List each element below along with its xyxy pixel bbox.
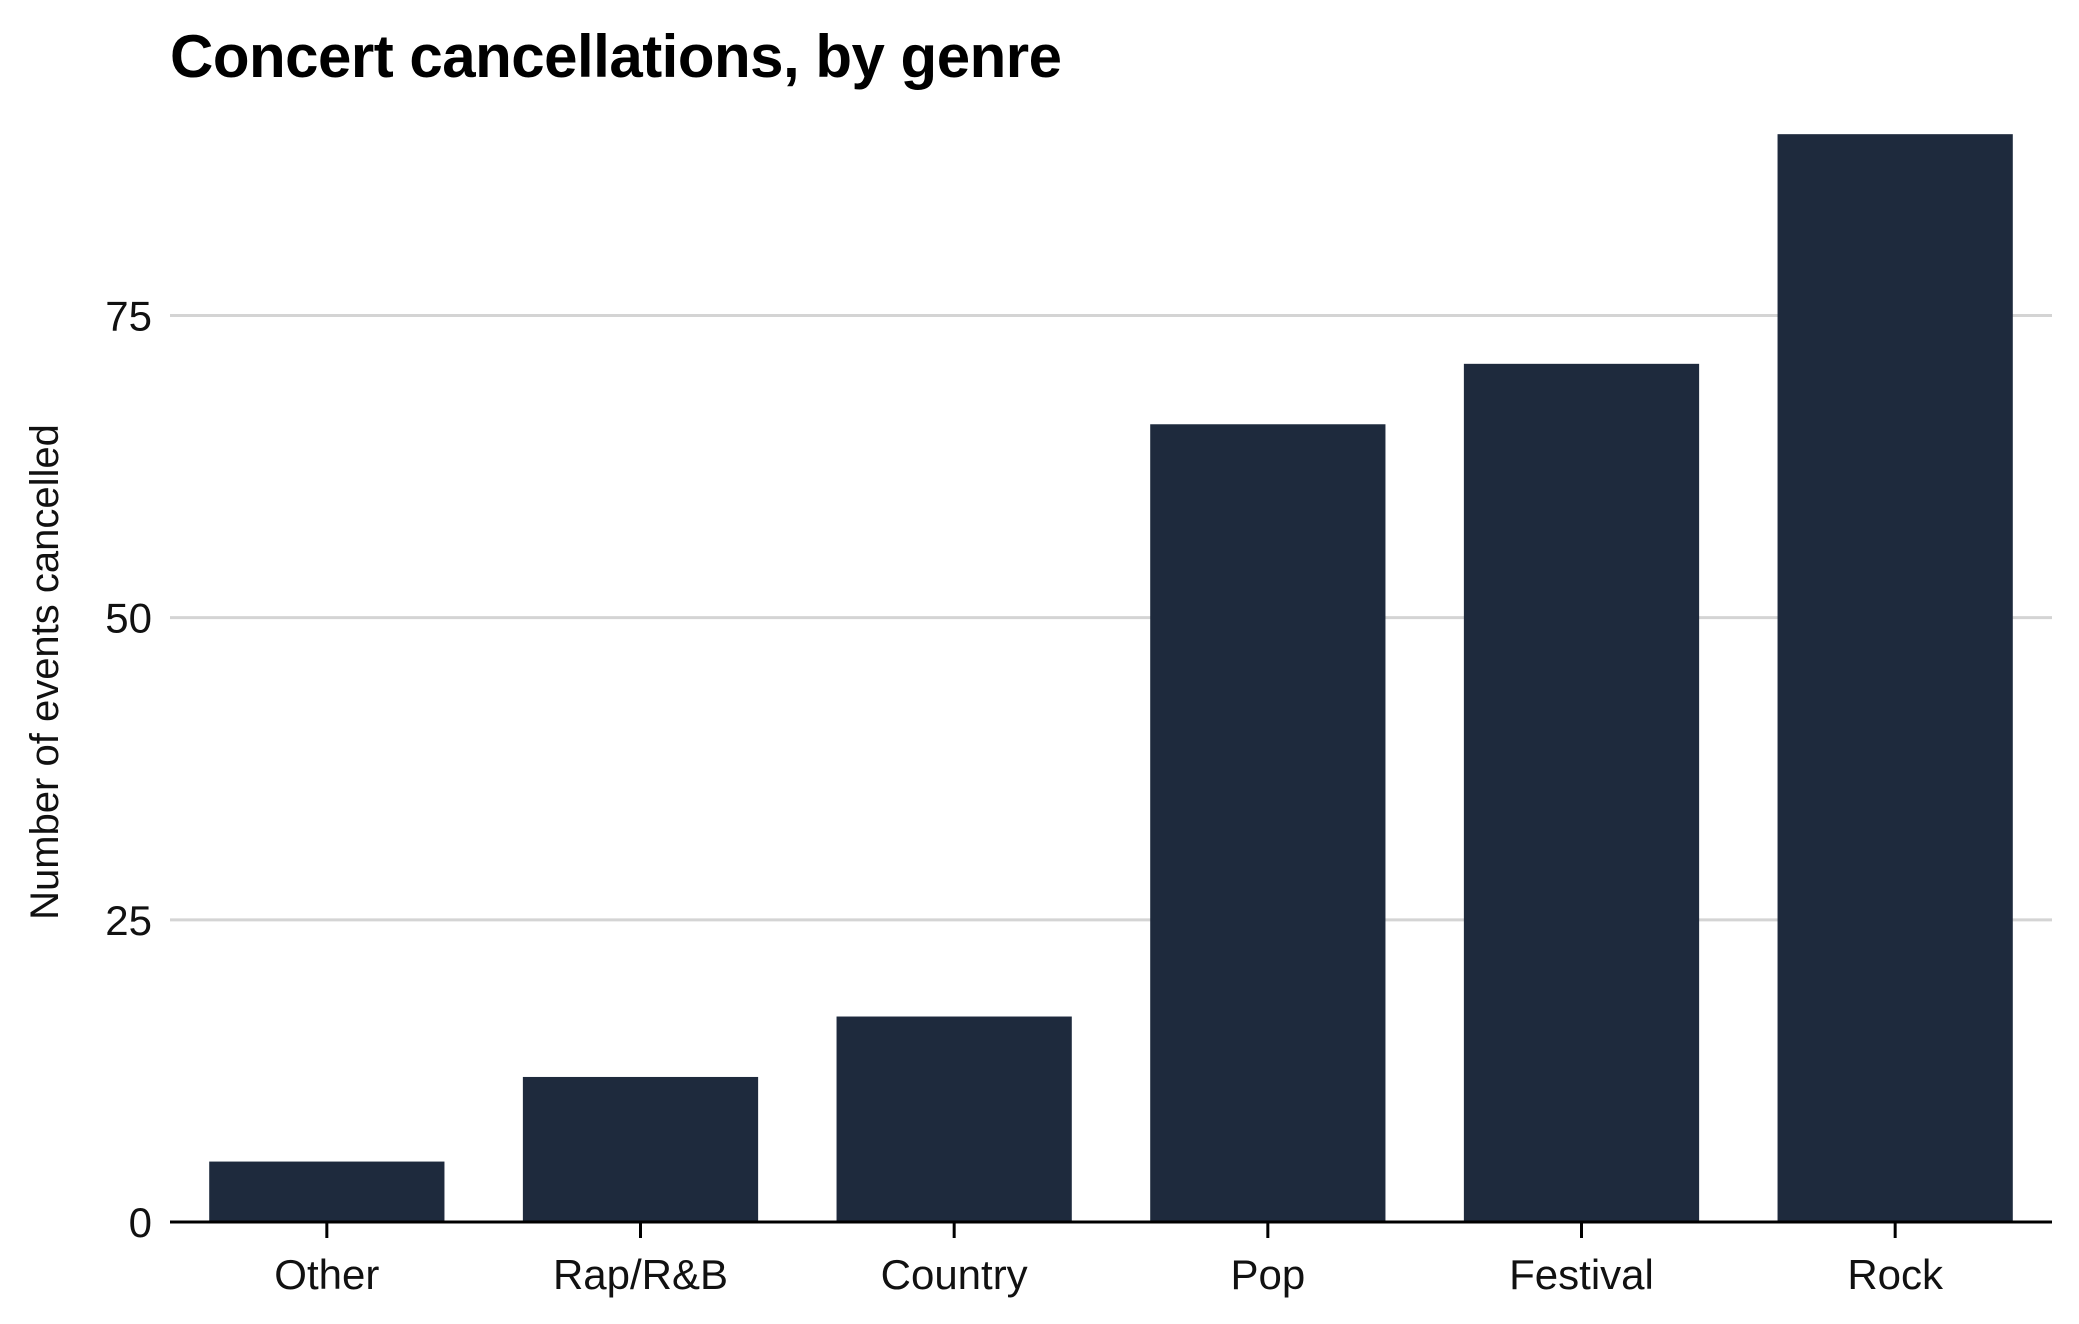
y-tick-label-25: 25 xyxy=(105,897,152,944)
y-axis-title: Number of events cancelled xyxy=(23,424,67,920)
x-tick-label-country: Country xyxy=(881,1251,1028,1298)
x-tick-label-other: Other xyxy=(274,1251,379,1298)
bar-pop xyxy=(1150,424,1386,1222)
bar-other xyxy=(209,1161,445,1222)
x-tick-label-festival: Festival xyxy=(1509,1251,1654,1298)
y-tick-label-0: 0 xyxy=(129,1199,152,1246)
x-tick-label-rock: Rock xyxy=(1847,1251,1944,1298)
x-tick-label-pop: Pop xyxy=(1230,1251,1305,1298)
bar-festival xyxy=(1463,363,1700,1223)
x-tick-label-rap-r-b: Rap/R&B xyxy=(553,1251,728,1298)
bar-rap-r-b xyxy=(522,1076,759,1222)
tick-labels: 0 25 50 75 Other Rap/R&B Country Pop Festival Roc… xyxy=(105,292,1944,1298)
bars xyxy=(209,134,2013,1223)
y-tick-label-50: 50 xyxy=(105,595,152,642)
bar-country xyxy=(836,1016,1072,1222)
y-tick-label-75: 75 xyxy=(105,292,152,339)
axes xyxy=(170,1220,2052,1238)
gridlines xyxy=(170,313,2052,922)
chart-title: Concert cancellations, by genre xyxy=(170,23,1062,90)
bar-rock xyxy=(1777,134,2013,1222)
